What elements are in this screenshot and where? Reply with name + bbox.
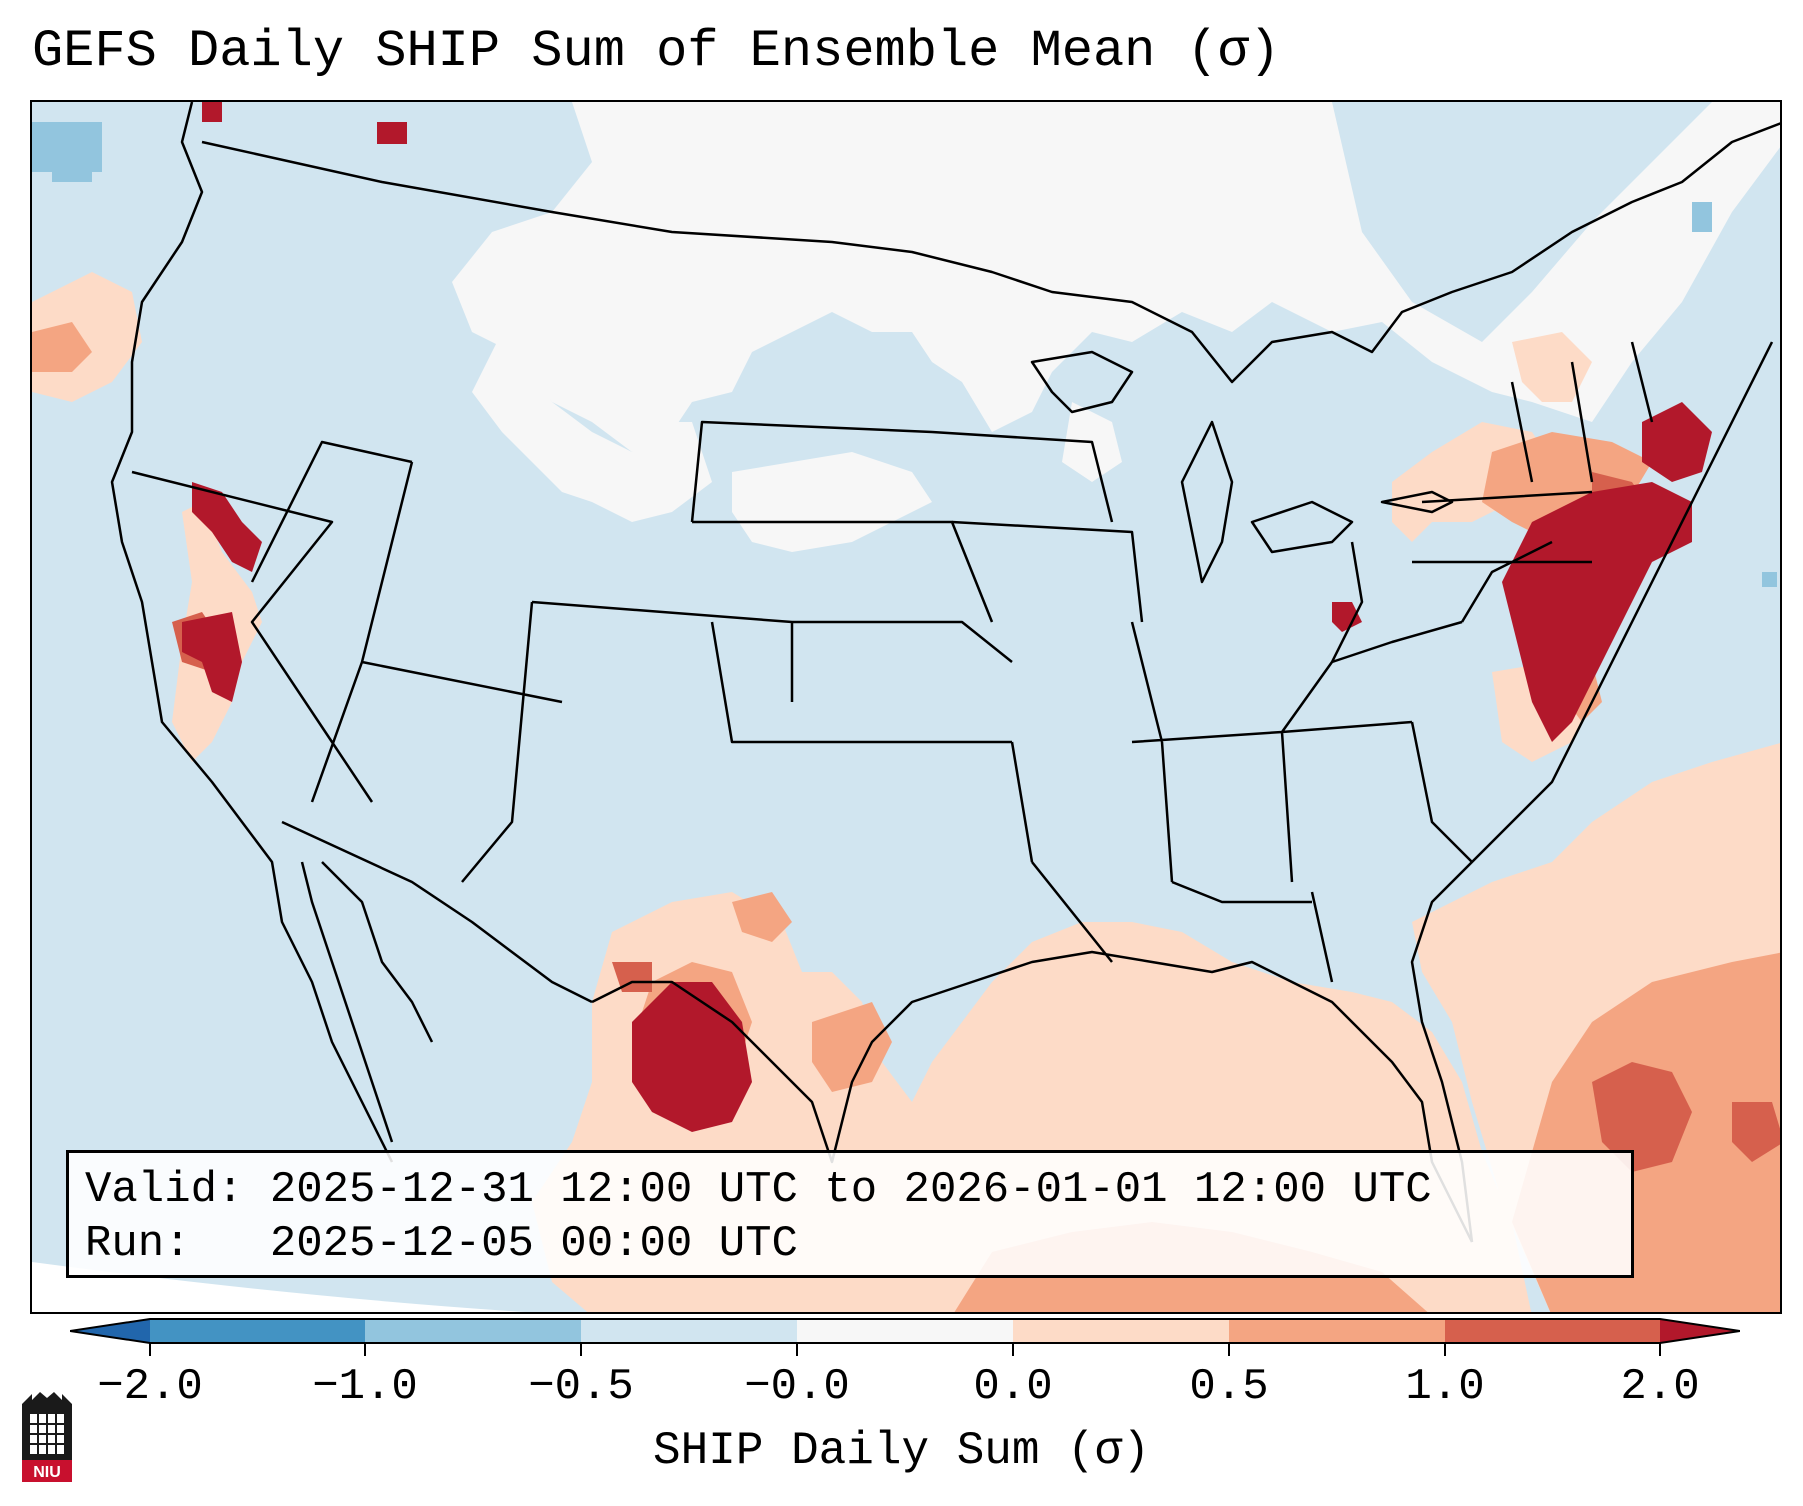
colorbar-tick-label: −0.5 (528, 1362, 634, 1412)
colorbar-segment-5 (1013, 1319, 1229, 1343)
colorbar-segment-2 (365, 1319, 581, 1343)
state-lines (131, 341, 1654, 983)
map-panel (30, 100, 1782, 1314)
colorbar-tick-label: 1.0 (1405, 1362, 1485, 1412)
east-coast (1410, 341, 1774, 1243)
validity-info-box: Valid: 2025-12-31 12:00 UTC to 2026-01-0… (66, 1150, 1634, 1278)
logo-text: NIU (33, 1464, 61, 1481)
colorbar-tick-label: −0.0 (744, 1362, 850, 1412)
colorbar-segment-3 (581, 1319, 797, 1343)
niu-logo: NIU (22, 1392, 72, 1482)
colorbar-ticks (149, 1343, 1661, 1356)
run-text: 2025-12-05 00:00 UTC (269, 1219, 798, 1269)
great-lakes (1030, 350, 1454, 584)
colorbar-segment-4 (797, 1319, 1013, 1343)
map-title: GEFS Daily SHIP Sum of Ensemble Mean (σ) (32, 22, 1281, 81)
colorbar-segment-7 (1445, 1319, 1660, 1343)
colorbar-segment-1 (150, 1319, 365, 1343)
colorbar-tick-label: −2.0 (97, 1362, 203, 1412)
mexico-border (281, 820, 593, 1004)
positive-region-extreme (182, 102, 1712, 1132)
run-label: Run: (85, 1219, 191, 1269)
boundaries (110, 102, 1780, 1243)
colorbar-tick-label: 0.5 (1189, 1362, 1269, 1412)
colorbar-tick-label: 2.0 (1620, 1362, 1700, 1412)
colorbar-title: SHIP Daily Sum (σ) (653, 1425, 1150, 1477)
colorbar-tick-label: 0.0 (973, 1362, 1053, 1412)
valid-label: Valid: (85, 1165, 244, 1215)
canada-border (201, 122, 1780, 384)
valid-text: 2025-12-31 12:00 UTC to 2026-01-01 12:00… (269, 1165, 1432, 1215)
gulf-coast (591, 950, 1474, 1243)
colorbar-tick-label: −1.0 (312, 1362, 418, 1412)
baja-coast (300, 861, 434, 1143)
colorbar-extend-right (1660, 1319, 1740, 1343)
map-canvas (32, 102, 1780, 1312)
neutral-region (452, 102, 1780, 552)
colorbar-segment-6 (1229, 1319, 1445, 1343)
colorbar-extend-left (70, 1319, 150, 1343)
colorbar (70, 1318, 1740, 1356)
projection-corner (32, 1262, 525, 1312)
west-coast (110, 102, 394, 1163)
